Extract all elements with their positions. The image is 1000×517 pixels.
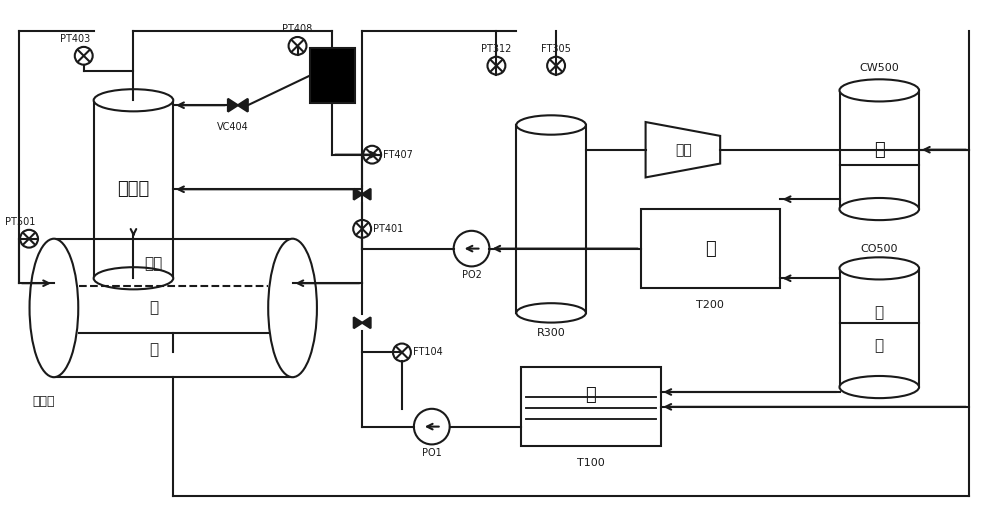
Text: 空气: 空气 [144,256,162,271]
Text: PO1: PO1 [422,448,442,459]
Text: 分离器: 分离器 [33,395,55,408]
Polygon shape [354,189,362,200]
Text: CO500: CO500 [861,244,898,253]
Text: PT401: PT401 [373,224,403,234]
Ellipse shape [268,239,317,377]
Polygon shape [228,99,238,112]
Text: FT305: FT305 [541,44,571,54]
Text: 油: 油 [149,300,158,315]
Ellipse shape [516,303,586,323]
Text: 空气: 空气 [675,143,692,157]
Ellipse shape [94,89,173,111]
Text: PT408: PT408 [282,24,313,34]
Polygon shape [354,317,362,328]
Ellipse shape [840,198,919,220]
Text: PT501: PT501 [5,217,35,227]
Text: 油: 油 [705,239,716,257]
Text: 分离器: 分离器 [117,180,150,199]
Bar [521,367,661,446]
Text: VC404: VC404 [217,122,249,132]
Text: PT312: PT312 [481,44,512,54]
Ellipse shape [94,267,173,290]
Ellipse shape [840,79,919,101]
Text: 水: 水 [149,342,158,357]
Text: FT407: FT407 [383,149,413,160]
Bar [310,49,355,103]
Ellipse shape [840,257,919,280]
Text: PT403: PT403 [60,34,90,44]
Polygon shape [362,317,371,328]
Text: T100: T100 [577,458,605,468]
Text: R300: R300 [537,328,565,338]
Text: PO2: PO2 [462,270,481,280]
Ellipse shape [516,115,586,135]
Bar [641,209,780,288]
Polygon shape [362,189,371,200]
Ellipse shape [840,376,919,398]
Polygon shape [646,122,720,177]
Ellipse shape [30,239,78,377]
Text: CW500: CW500 [859,63,899,72]
Text: FT104: FT104 [413,347,443,357]
Polygon shape [238,99,248,112]
Text: 油: 油 [875,306,884,321]
Text: 油: 油 [874,141,885,159]
Text: T200: T200 [696,300,724,310]
Text: 水: 水 [875,338,884,353]
Text: 水: 水 [586,386,596,404]
